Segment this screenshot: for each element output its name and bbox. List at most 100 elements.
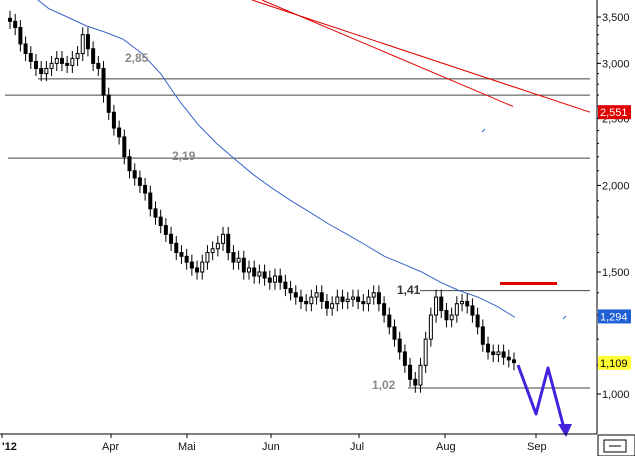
candle-body bbox=[506, 356, 511, 361]
candle-body bbox=[122, 136, 127, 158]
candle-body bbox=[23, 43, 28, 55]
candle-body bbox=[309, 296, 314, 305]
trend-lines bbox=[251, 0, 591, 320]
candle-body bbox=[371, 292, 376, 298]
candle-body bbox=[392, 326, 397, 340]
candle-body bbox=[324, 300, 329, 309]
x-tick-label: Sep bbox=[527, 441, 547, 453]
candle-body bbox=[148, 192, 153, 210]
candle-body bbox=[215, 242, 220, 250]
y-tick-label: 1,000 bbox=[602, 389, 630, 401]
price-badge-label: 2,551 bbox=[600, 107, 628, 119]
candle-body bbox=[158, 216, 163, 227]
y-tick-label: 2,000 bbox=[602, 180, 630, 192]
y-tick-label: 1,500 bbox=[602, 267, 630, 279]
candle-body bbox=[480, 326, 485, 345]
candle-body bbox=[319, 292, 324, 302]
candle-body bbox=[59, 57, 64, 64]
candle-body bbox=[195, 267, 200, 273]
candle-body bbox=[330, 303, 335, 309]
candle-body bbox=[267, 277, 272, 283]
candle-body bbox=[189, 261, 194, 269]
candle-body bbox=[361, 300, 366, 305]
price-badge bbox=[598, 105, 631, 120]
x-tick-label: Apr bbox=[102, 441, 119, 453]
candle-body bbox=[356, 296, 361, 302]
moving-average bbox=[37, 0, 516, 318]
candle-body bbox=[153, 208, 158, 218]
candle-body bbox=[44, 67, 49, 75]
x-tick-label: Aug bbox=[436, 441, 456, 453]
candle-body bbox=[304, 300, 309, 305]
candle-body bbox=[444, 309, 449, 321]
candle-body bbox=[127, 156, 132, 172]
candle-body bbox=[49, 62, 54, 69]
candle-body bbox=[169, 233, 174, 244]
level-annotations: 2,85 2,19 1,41 1,02 bbox=[125, 51, 421, 392]
candle-body bbox=[486, 343, 491, 353]
candle-body bbox=[262, 271, 267, 279]
price-badge-label: 1,109 bbox=[600, 358, 628, 370]
candle-body bbox=[288, 287, 293, 294]
annotation-label: 2,85 bbox=[125, 51, 149, 65]
candle-body bbox=[8, 17, 12, 22]
price-badge bbox=[598, 355, 631, 370]
candle-body bbox=[221, 233, 226, 244]
candle-body bbox=[257, 271, 262, 277]
forecast-path bbox=[516, 364, 567, 433]
candle-body bbox=[408, 364, 413, 380]
candle-body bbox=[205, 252, 210, 263]
candle-body bbox=[200, 261, 205, 273]
candle-body bbox=[470, 305, 475, 316]
candle-body bbox=[428, 314, 433, 340]
candle-body bbox=[117, 127, 122, 138]
candle-body bbox=[293, 292, 298, 298]
candle-body bbox=[39, 67, 44, 75]
candle-body bbox=[496, 351, 501, 356]
candle-body bbox=[278, 275, 283, 283]
candle-body bbox=[465, 300, 470, 307]
candle-body bbox=[13, 20, 18, 28]
price-badges: 2,551 1,294 1,109 bbox=[598, 105, 631, 370]
annotation-label: 2,19 bbox=[172, 149, 196, 163]
candle-body bbox=[85, 34, 90, 50]
candle-body bbox=[247, 267, 252, 273]
candle-body bbox=[491, 351, 496, 356]
candle-body bbox=[512, 359, 516, 364]
candle-body bbox=[236, 257, 241, 263]
x-tick-label: Mai bbox=[178, 441, 196, 453]
candle-body bbox=[226, 233, 231, 254]
x-tick-label: '12 bbox=[2, 441, 17, 453]
forecast-arrow bbox=[516, 364, 572, 437]
candle-body bbox=[252, 267, 257, 277]
candle-body bbox=[335, 296, 340, 305]
candle-body bbox=[18, 26, 23, 45]
candlesticks bbox=[8, 10, 516, 393]
candle-body bbox=[350, 296, 355, 300]
corner-control[interactable] bbox=[597, 434, 635, 456]
forecast-arrowhead bbox=[558, 424, 572, 437]
annotation-label: 1,41 bbox=[397, 283, 421, 297]
candle-body bbox=[174, 242, 179, 254]
candle-body bbox=[28, 53, 33, 62]
candle-body bbox=[460, 300, 465, 305]
candle-body bbox=[283, 281, 288, 289]
candle-body bbox=[241, 257, 246, 273]
candle-body bbox=[418, 364, 423, 386]
candle-body bbox=[439, 296, 444, 311]
candle-body bbox=[413, 378, 418, 386]
price-badge bbox=[598, 309, 631, 324]
candle-body bbox=[101, 67, 106, 96]
candle-body bbox=[397, 338, 402, 353]
x-tick-label: Jul bbox=[350, 441, 364, 453]
candle-body bbox=[132, 170, 137, 179]
tick-mark bbox=[562, 315, 567, 320]
candle-body bbox=[65, 62, 70, 66]
y-tick-label: 3,500 bbox=[602, 12, 630, 24]
candle-body bbox=[449, 314, 454, 321]
candle-body bbox=[163, 225, 168, 235]
candle-body bbox=[231, 252, 236, 263]
candle-body bbox=[454, 303, 459, 316]
trend-line bbox=[261, 0, 514, 107]
candle-body bbox=[179, 252, 184, 257]
